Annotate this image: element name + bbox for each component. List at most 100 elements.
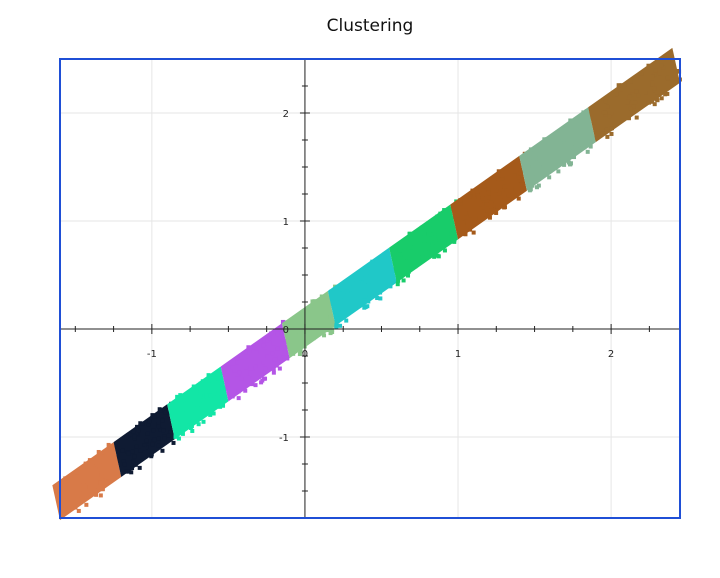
cluster-2-point [130, 466, 135, 471]
cluster-4-point [232, 368, 237, 373]
cluster-4-point [253, 364, 258, 369]
cluster-6-point [378, 290, 383, 295]
cluster-9-point [562, 162, 567, 167]
cluster-2-point [147, 419, 152, 424]
cluster-3-point [207, 389, 212, 394]
cluster-7-point [418, 238, 423, 243]
cluster-8-point [502, 205, 507, 210]
cluster-6-point [366, 296, 371, 301]
cluster-9-point [544, 137, 549, 142]
cluster-10-point [603, 110, 608, 115]
cluster-9-point [591, 135, 596, 140]
origin-label-y: 0 [283, 325, 289, 336]
cluster-9-point [542, 137, 547, 142]
cluster-1-point [99, 487, 104, 492]
cluster-9-point [586, 114, 591, 119]
cluster-4-point [262, 345, 267, 350]
cluster-10-point [633, 100, 638, 105]
cluster-6-point [388, 284, 393, 289]
cluster-7-point [397, 248, 402, 253]
cluster-7-point [436, 235, 441, 240]
cluster-7-point [431, 222, 436, 227]
cluster-7-point [430, 242, 435, 247]
cluster-7-point [432, 231, 437, 236]
cluster-9-point [576, 143, 581, 148]
cluster-8-point [472, 220, 477, 225]
cluster-5-point [322, 333, 327, 338]
cluster-8-point [500, 176, 505, 181]
cluster-5 [281, 284, 338, 359]
cluster-9-point [534, 185, 539, 190]
cluster-3-point [215, 376, 220, 381]
cluster-8-point [495, 204, 500, 209]
cluster-8-point [491, 198, 496, 203]
cluster-6-point [374, 258, 379, 263]
cluster-6-point [352, 302, 357, 307]
cluster-1-point [102, 474, 107, 479]
cluster-9-point [546, 143, 551, 148]
cluster-9-point [582, 145, 587, 150]
cluster-3-point [180, 431, 185, 436]
cluster-3-point [216, 380, 221, 385]
cluster-3-point [208, 393, 213, 398]
cluster-8-point [504, 188, 509, 193]
cluster-10-point [659, 96, 664, 101]
cluster-9-point [582, 142, 587, 147]
cluster-4-point [243, 350, 248, 355]
cluster-1-point [107, 466, 112, 471]
cluster-6-point [351, 288, 356, 293]
cluster-4-point [235, 360, 240, 365]
cluster-7-point [451, 231, 456, 236]
cluster-1-point [76, 508, 81, 513]
cluster-10-point [607, 114, 612, 119]
cluster-5-point [293, 325, 298, 330]
cluster-4-point [244, 369, 249, 374]
cluster-6-point [335, 316, 340, 321]
cluster-8-point [502, 184, 507, 189]
cluster-3-point [222, 386, 227, 391]
cluster-3-point [215, 402, 220, 407]
cluster-2-point [138, 448, 143, 453]
cluster-6-point [345, 289, 350, 294]
cluster-2-point [160, 448, 165, 453]
cluster-5-point [310, 311, 315, 316]
cluster-8-point [468, 227, 473, 232]
cluster-3-point [208, 412, 213, 417]
cluster-9-point [581, 137, 586, 142]
cluster-8 [450, 151, 527, 240]
cluster-7-point [446, 219, 451, 224]
cluster-10-point [657, 71, 662, 76]
cluster-10-point [652, 102, 657, 107]
cluster-10-point [643, 90, 648, 95]
cluster-1-point [111, 446, 116, 451]
cluster-2-point [134, 444, 139, 449]
cluster-8-point [463, 211, 468, 216]
cluster-4-point [273, 357, 278, 362]
cluster-10-point [616, 83, 621, 88]
cluster-1-point [59, 496, 64, 501]
cluster-1-point [75, 474, 80, 479]
cluster-8-point [502, 198, 507, 203]
cluster-6-point [385, 268, 390, 273]
cluster-5-point [316, 318, 321, 323]
cluster-6-point [356, 282, 361, 287]
cluster-10-point [595, 135, 600, 140]
cluster-7-point [395, 259, 400, 264]
cluster-1-point [95, 464, 100, 469]
cluster-5-point [319, 303, 324, 308]
cluster-3-point [211, 376, 216, 381]
cluster-7-point [419, 225, 424, 230]
cluster-6-point [385, 273, 390, 278]
cluster-10-point [646, 100, 651, 105]
cluster-2-point [150, 413, 155, 418]
y-tick-label: -1 [279, 433, 289, 444]
cluster-5-point [324, 315, 329, 320]
cluster-10-point [628, 79, 633, 84]
cluster-2-point [145, 431, 150, 436]
cluster-10-point [646, 63, 651, 68]
cluster-5-point [312, 299, 317, 304]
cluster-9-point [537, 172, 542, 177]
cluster-2-point [151, 428, 156, 433]
cluster-3-point [207, 404, 212, 409]
cluster-7-point [440, 239, 445, 244]
